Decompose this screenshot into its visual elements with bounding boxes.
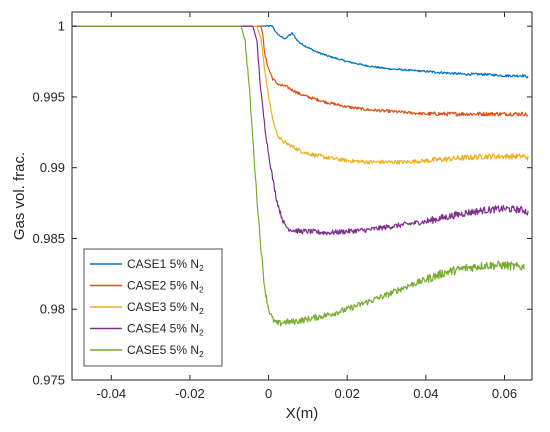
y-tick-label: 0.98 — [40, 302, 65, 317]
series-line-case5 — [72, 25, 525, 327]
x-tick-label: 0 — [265, 386, 272, 401]
y-tick-label: 1 — [58, 19, 65, 34]
legend-label-subscript: 2 — [199, 306, 204, 316]
series-line-case4 — [72, 25, 529, 236]
legend-label-subscript: 2 — [199, 349, 204, 359]
legend-label-main: CASE5 5% N — [127, 343, 199, 357]
series-line-case2 — [72, 25, 529, 117]
series-layer — [72, 24, 529, 327]
legend-label-subscript: 2 — [199, 263, 204, 273]
legend-label-case3: CASE3 5% N2 — [127, 300, 204, 316]
y-tick-label: 0.985 — [32, 231, 65, 246]
x-tick-label: 0.02 — [335, 386, 360, 401]
legend-label-main: CASE3 5% N — [127, 300, 199, 314]
axes-layer — [71, 11, 533, 381]
y-axis-title: Gas vol. frac. — [11, 152, 28, 240]
legend-label-subscript: 2 — [199, 328, 204, 338]
series-line-case1 — [72, 24, 529, 79]
x-tick-label: -0.02 — [175, 386, 205, 401]
legend-label-main: CASE4 5% N — [127, 322, 199, 336]
legend-label-case1: CASE1 5% N2 — [127, 257, 204, 273]
x-axis-ticks: -0.04 -0.02 0 0.02 0.04 0.06 — [96, 12, 517, 401]
plot-area-frame — [71, 11, 533, 381]
legend-label-subscript: 2 — [199, 285, 204, 295]
x-axis-title: X(m) — [286, 405, 319, 422]
y-tick-label: 0.99 — [40, 160, 65, 175]
y-axis-ticks: 0.975 0.98 0.985 0.99 0.995 1 — [32, 19, 532, 388]
legend-label-case5: CASE5 5% N2 — [127, 343, 204, 359]
x-tick-label: 0.04 — [413, 386, 438, 401]
legend-label-case2: CASE2 5% N2 — [127, 279, 204, 295]
x-tick-label: -0.04 — [96, 386, 126, 401]
x-tick-label: 0.06 — [492, 386, 517, 401]
legend-label-case4: CASE4 5% N2 — [127, 322, 204, 338]
y-tick-label: 0.995 — [32, 89, 65, 104]
y-tick-label: 0.975 — [32, 373, 65, 388]
legend-label-main: CASE2 5% N — [127, 279, 199, 293]
legend-label-main: CASE1 5% N — [127, 257, 199, 271]
